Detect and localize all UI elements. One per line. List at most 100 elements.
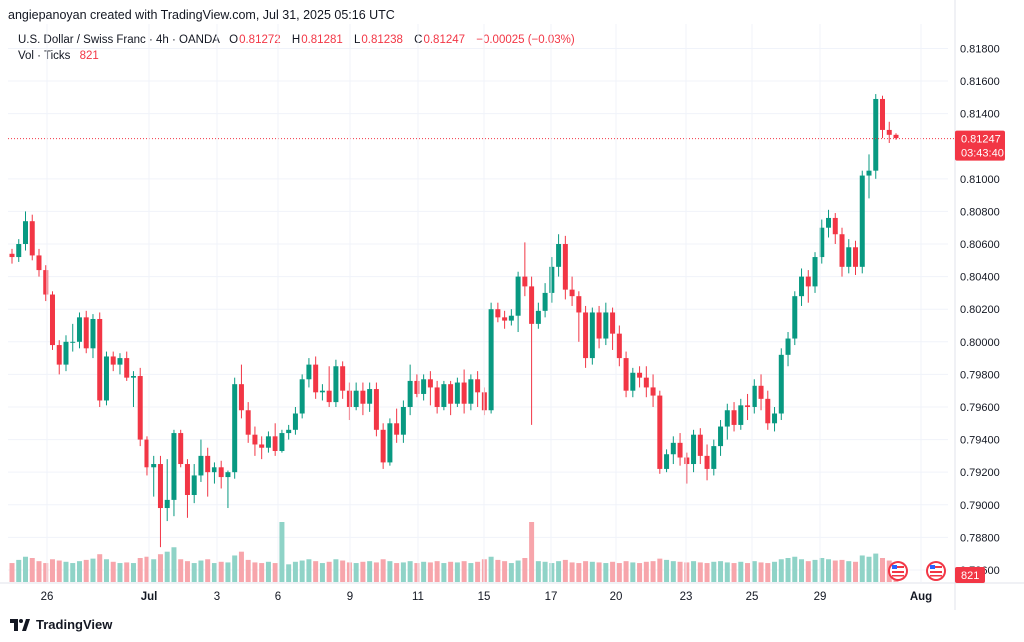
candle-body[interactable] [589,312,595,359]
candle-body[interactable] [704,455,710,469]
candle-body[interactable] [198,455,204,476]
candle-body[interactable] [758,385,764,399]
candle-body[interactable] [292,413,298,430]
candle-body[interactable] [360,390,366,404]
candle-body[interactable] [650,387,656,396]
candle-body[interactable] [569,289,575,297]
candle-body[interactable] [799,276,805,297]
candle-body[interactable] [859,175,865,267]
symbol-legend[interactable]: U.S. Dollar / Swiss Franc · 4h · OANDA O… [18,34,583,46]
candle-body[interactable] [380,429,386,463]
candle-body[interactable] [880,98,886,130]
candle-body[interactable] [157,464,163,509]
candle-body[interactable] [373,389,379,430]
candle-body[interactable] [90,318,96,349]
candle-body[interactable] [495,309,501,318]
candle-body[interactable] [232,384,238,473]
candle-body[interactable] [29,221,35,256]
candle-body[interactable] [623,358,629,391]
candle-body[interactable] [70,341,76,343]
candle-body[interactable] [664,454,670,469]
candle-body[interactable] [562,244,568,290]
candle-body[interactable] [76,317,82,342]
candle-body[interactable] [49,294,55,346]
candle-body[interactable] [778,354,784,414]
candle-body[interactable] [630,372,636,391]
candle-body[interactable] [211,467,217,473]
volume-label[interactable]: Vol · Ticks [18,50,71,62]
candle-body[interactable] [16,244,22,258]
candle-body[interactable] [603,312,609,339]
candle-body[interactable] [56,345,62,365]
candle-body[interactable] [711,446,717,469]
candle-body[interactable] [421,379,427,394]
candle-body[interactable] [697,434,703,456]
candle-body[interactable] [468,379,474,404]
candle-body[interactable] [265,436,271,448]
candle-body[interactable] [751,385,757,407]
candle-body[interactable] [191,475,197,495]
candle-body[interactable] [785,338,791,355]
us-event-flag-icon[interactable] [926,561,946,581]
candle-body[interactable] [475,379,481,393]
candle-body[interactable] [583,312,589,359]
candle-body[interactable] [853,247,859,267]
candle-body[interactable] [340,366,346,391]
candle-body[interactable] [691,434,697,465]
candle-body[interactable] [387,423,393,463]
candle-body[interactable] [63,341,69,365]
candle-body[interactable] [826,217,832,228]
candle-body[interactable] [178,433,184,465]
candle-body[interactable] [738,405,744,425]
candle-body[interactable] [502,317,508,321]
symbol-name[interactable]: U.S. Dollar / Swiss Franc · 4h · OANDA [18,34,220,46]
candle-body[interactable] [130,376,136,378]
candle-body[interactable] [508,315,514,321]
candle-body[interactable] [43,270,49,295]
candle-body[interactable] [812,257,818,287]
candle-body[interactable] [765,398,771,424]
candle-body[interactable] [556,244,562,267]
candle-body[interactable] [238,384,244,411]
candle-body[interactable] [272,436,278,451]
candle-body[interactable] [225,472,231,478]
candle-body[interactable] [529,286,535,324]
candle-body[interactable] [441,384,447,407]
candle-body[interactable] [346,390,352,407]
candle-body[interactable] [259,444,265,448]
candle-body[interactable] [866,170,872,176]
volume-legend[interactable]: Vol · Ticks 821 [18,50,107,62]
candle-body[interactable] [846,247,852,267]
candle-body[interactable] [596,312,602,339]
candle-body[interactable] [144,439,150,468]
candle-body[interactable] [333,366,339,403]
candle-body[interactable] [400,406,406,435]
candle-body[interactable] [724,410,730,427]
candle-body[interactable] [448,384,454,404]
candle-body[interactable] [117,358,123,365]
candle-body[interactable] [549,266,555,293]
candle-body[interactable] [731,410,737,425]
candle-body[interactable] [434,387,440,407]
candle-body[interactable] [414,380,420,394]
candle-body[interactable] [461,382,467,404]
candle-body[interactable] [522,276,528,287]
candle-body[interactable] [407,380,413,407]
candle-body[interactable] [772,413,778,424]
candle-body[interactable] [657,395,663,469]
candle-body[interactable] [313,364,319,393]
candle-body[interactable] [279,433,285,451]
candle-body[interactable] [9,253,15,258]
candle-body[interactable] [535,310,541,324]
candle-body[interactable] [886,129,892,135]
candle-body[interactable] [319,390,325,393]
candle-body[interactable] [745,405,751,407]
candle-body[interactable] [151,464,157,468]
candle-body[interactable] [616,333,622,359]
candle-body[interactable] [218,467,224,478]
candle-body[interactable] [83,317,89,349]
candle-body[interactable] [488,309,494,411]
candle-body[interactable] [103,356,109,401]
candle-body[interactable] [36,255,42,271]
candle-body[interactable] [184,464,190,495]
